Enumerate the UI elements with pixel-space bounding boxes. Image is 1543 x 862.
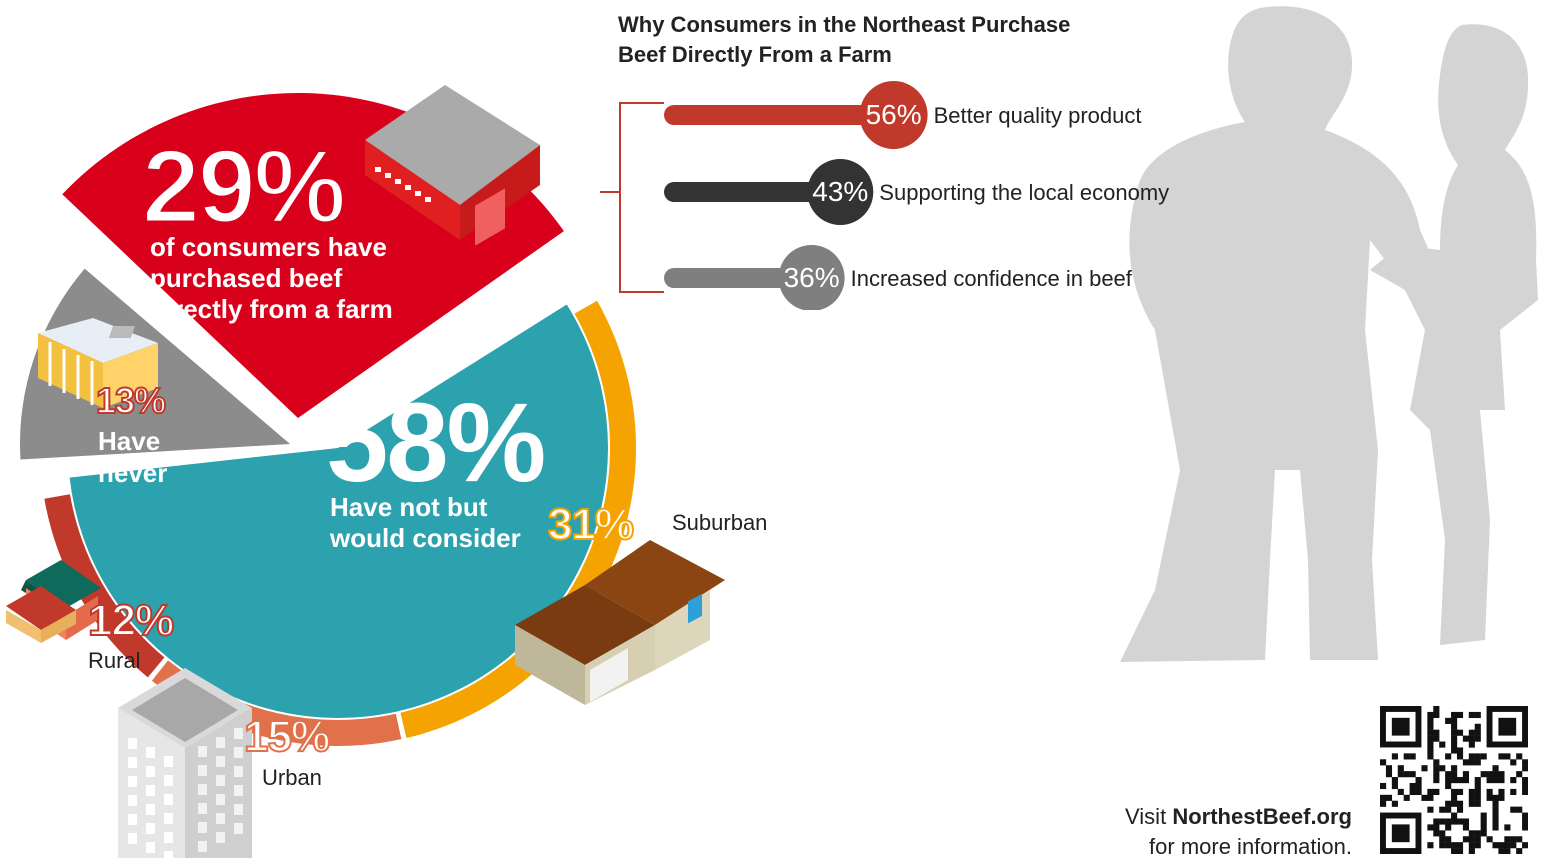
- urban-label: Urban: [262, 765, 322, 790]
- bar-value-label-2: 43%: [812, 176, 868, 207]
- footer-more-info: for more information.: [1149, 834, 1352, 859]
- bar-category-label-1: Better quality product: [934, 103, 1142, 128]
- bar-1: [664, 105, 894, 125]
- breakdown-arc-1: [400, 300, 636, 739]
- breakdown-arc-3: [44, 494, 165, 678]
- rural-value: 12%: [87, 595, 175, 646]
- bar-value-label-1: 56%: [866, 99, 922, 130]
- purchased-caption: of consumers have purchased beef directl…: [150, 232, 393, 325]
- bar-category-label-2: Supporting the local economy: [879, 180, 1169, 205]
- bar-2: [664, 182, 841, 202]
- never-value: 13%: [95, 379, 167, 422]
- suburban-house-icon: [515, 540, 725, 705]
- bar-chart-title: Why Consumers in the Northeast Purchase …: [618, 12, 1071, 67]
- consider-caption: Have not but would consider: [330, 492, 521, 554]
- suburban-value: 31%: [547, 499, 635, 550]
- footer-site-link[interactable]: NorthestBeef.org: [1172, 804, 1352, 829]
- handshake-silhouette: [1120, 6, 1538, 662]
- bar-value-bubble-3: [778, 245, 845, 310]
- bar-value-label-3: 36%: [784, 262, 840, 293]
- never-caption: Have never: [98, 425, 167, 489]
- urban-value: 15%: [243, 711, 331, 762]
- bracket-line: [619, 102, 664, 293]
- consider-caption-line-2: would consider: [330, 523, 521, 553]
- bar-value-bubble-1: [859, 81, 928, 149]
- barn-icon: [365, 85, 540, 245]
- bar-3: [664, 268, 812, 288]
- purchased-caption-line-2: purchased beef: [150, 263, 343, 293]
- breakdown-arc-2: [151, 660, 402, 746]
- apartment-building-icon: [118, 668, 252, 858]
- footer-visit: Visit: [1125, 804, 1167, 829]
- suburban-label: Suburban: [672, 510, 768, 535]
- never-caption-line-1: Have: [98, 426, 161, 456]
- never-caption-line-2: never: [98, 458, 168, 488]
- bar-value-bubble-2: [807, 159, 874, 225]
- qr-code-icon[interactable]: [1380, 706, 1528, 854]
- farmhouse-icon: [6, 560, 101, 643]
- consider-caption-line-1: Have not but: [330, 492, 488, 522]
- purchased-caption-line-3: directly from a farm: [150, 294, 393, 324]
- store-icon: [38, 318, 158, 408]
- pie-slice-2: [69, 304, 608, 719]
- bar-category-label-3: Increased confidence in beef: [851, 266, 1133, 291]
- reasons-bar-chart: 56% Better quality product 43% Supporting t…: [600, 81, 1169, 310]
- purchased-caption-line-1: of consumers have: [150, 232, 387, 262]
- purchased-value: 29%: [140, 128, 347, 247]
- consider-value: 58%: [326, 380, 546, 505]
- footer-text: Visit NorthestBeef.org for more informat…: [1020, 802, 1352, 862]
- rural-label: Rural: [88, 648, 141, 673]
